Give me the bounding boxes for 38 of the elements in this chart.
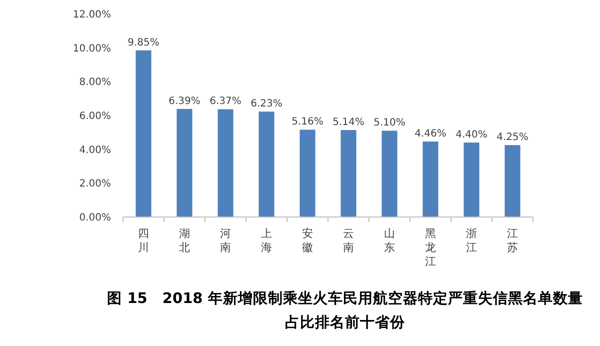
text: 图 15 2018 年新增限制乘坐火车民用航空器特定严重失信黑名单数量占比排名前十省份 xyxy=(106,290,584,333)
x-tick-label: 河南 xyxy=(220,227,231,254)
data-label: 5.10% xyxy=(374,118,406,129)
x-tick-label: 上海 xyxy=(261,227,272,254)
data-label: 9.85% xyxy=(128,37,160,48)
y-tick-label: 6.00% xyxy=(79,111,111,122)
y-tick-label: 8.00% xyxy=(79,77,111,88)
y-tick-label: 2.00% xyxy=(79,178,111,190)
bar xyxy=(340,130,356,217)
x-tick-label: 山东 xyxy=(384,227,395,254)
bar xyxy=(300,130,316,217)
x-tick-label: 黑龙江 xyxy=(425,227,436,268)
bar xyxy=(464,142,480,217)
data-label: 6.23% xyxy=(250,98,282,110)
data-label: 4.25% xyxy=(496,132,528,144)
y-tick-label: 4.00% xyxy=(79,144,111,156)
bar xyxy=(136,50,152,217)
bar xyxy=(258,112,274,217)
x-tick-label: 云南 xyxy=(343,227,354,254)
bar xyxy=(176,108,192,217)
x-tick-label: 江苏 xyxy=(507,227,518,254)
bar xyxy=(504,145,520,217)
data-label: 6.39% xyxy=(168,96,200,107)
data-label: 6.37% xyxy=(210,96,242,108)
bar xyxy=(422,142,438,217)
y-tick-label: 10.00% xyxy=(72,43,111,54)
bar xyxy=(382,130,398,217)
y-tick-label: 0.00% xyxy=(79,212,111,224)
data-label: 4.46% xyxy=(414,128,446,140)
x-tick-label: 安徽 xyxy=(302,227,313,254)
data-label: 5.16% xyxy=(292,116,324,128)
y-tick-label: 12.00% xyxy=(72,10,111,20)
x-tick-label: 浙江 xyxy=(466,227,477,254)
bar xyxy=(218,109,234,217)
x-tick-label: 四川 xyxy=(138,227,149,254)
data-label: 4.40% xyxy=(456,130,488,141)
x-tick-label: 湖北 xyxy=(179,227,190,254)
data-label: 5.14% xyxy=(332,117,364,128)
